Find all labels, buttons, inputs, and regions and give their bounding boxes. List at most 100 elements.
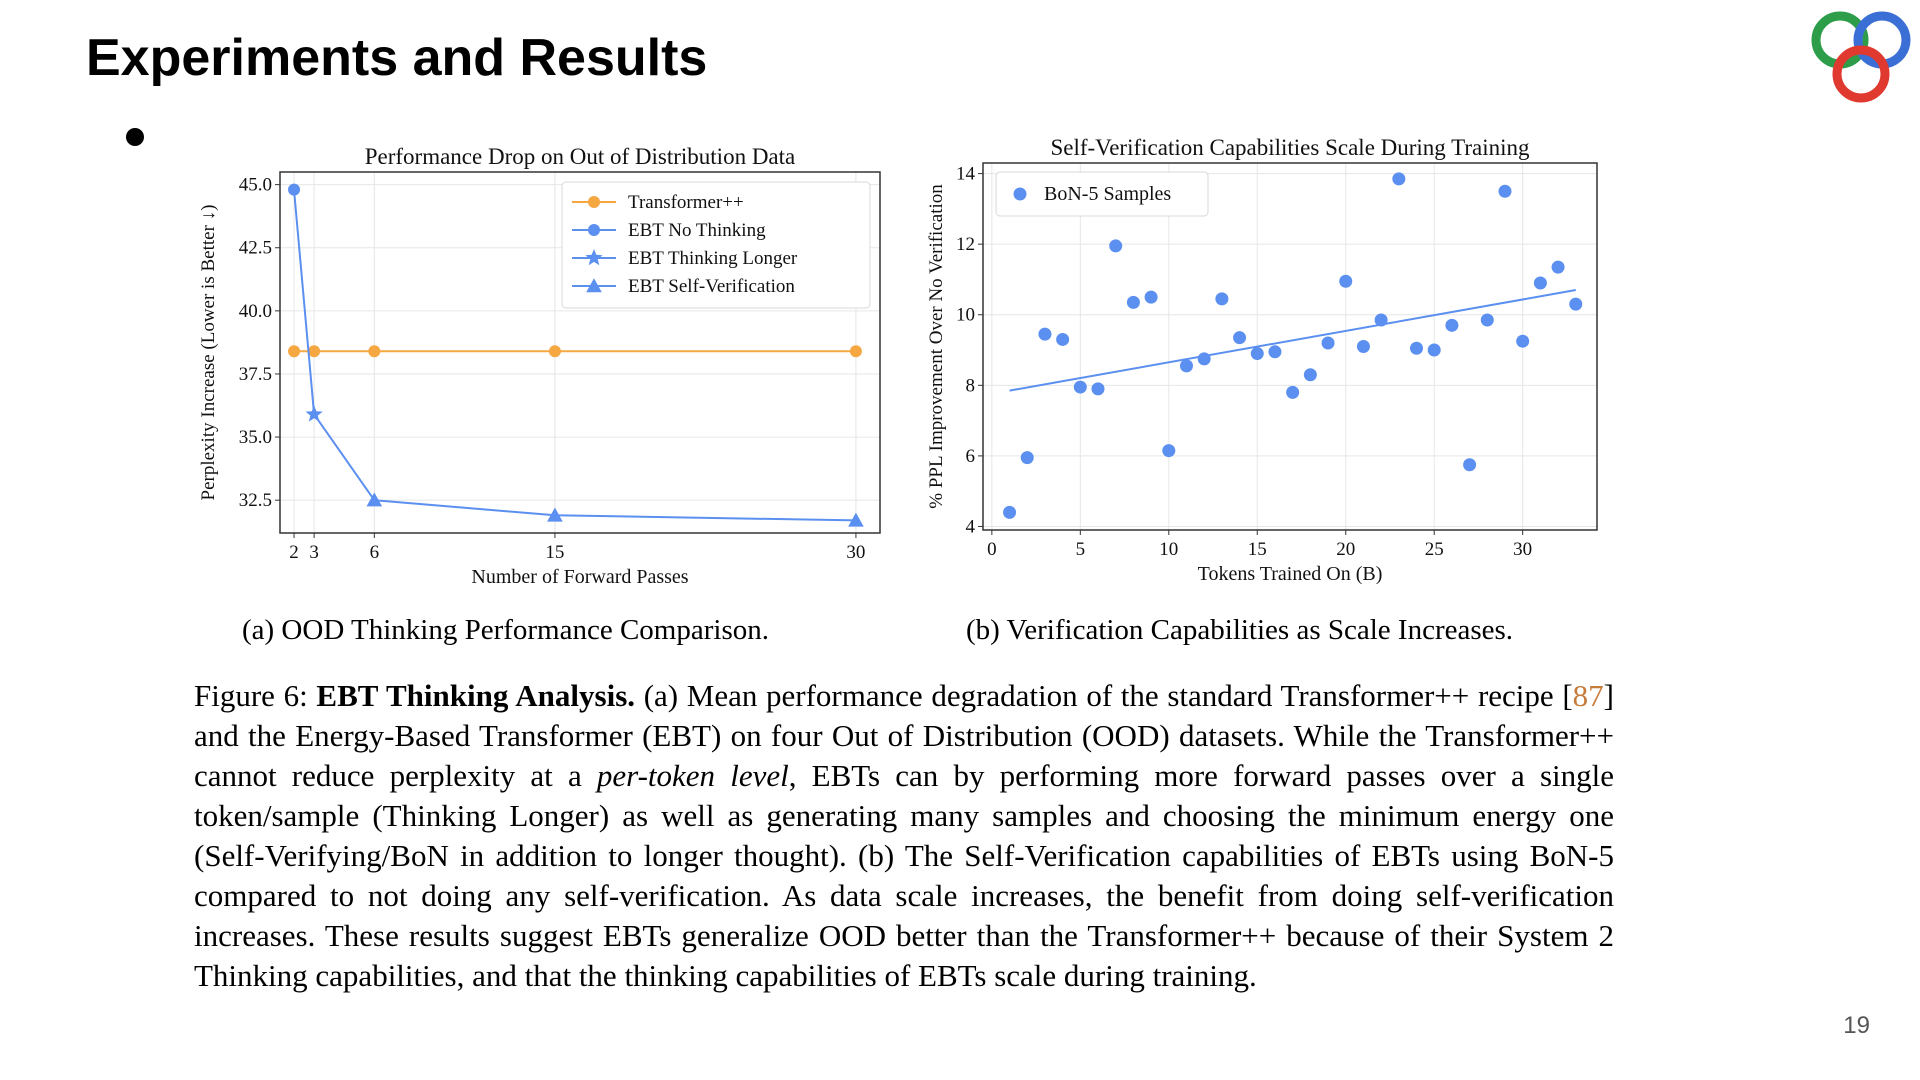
- caption-italic: per-token level: [596, 758, 789, 793]
- x-tick-label: 30: [846, 542, 865, 563]
- nature-society-computation-logo: [1811, 11, 1911, 103]
- legend-marker: [1013, 187, 1027, 201]
- y-tick-label: 45.0: [239, 175, 272, 196]
- legend-label: EBT Self-Verification: [628, 276, 795, 297]
- legend-label: EBT Thinking Longer: [628, 248, 798, 269]
- y-axis-label: % PPL Improvement Over No Verification: [926, 184, 947, 509]
- data-point: [1533, 276, 1547, 290]
- data-point: [1091, 382, 1105, 396]
- legend-label: Transformer++: [628, 192, 744, 213]
- data-point: [1498, 184, 1512, 198]
- x-tick-label: 15: [1248, 539, 1267, 560]
- data-point: [1463, 458, 1477, 472]
- bullet-point: [126, 128, 144, 146]
- y-tick-label: 37.5: [239, 364, 272, 385]
- x-tick-label: 3: [309, 542, 319, 563]
- data-point: [305, 405, 323, 422]
- data-point: [308, 345, 321, 358]
- data-point: [1073, 380, 1087, 394]
- data-point: [288, 183, 301, 196]
- trend-line: [1009, 289, 1576, 392]
- data-point: [368, 345, 381, 358]
- legend-label: EBT No Thinking: [628, 220, 766, 241]
- legend-box: [561, 181, 871, 309]
- y-axis-label: Perplexity Increase (Lower is Better ↓): [198, 205, 219, 501]
- data-point: [1427, 343, 1441, 357]
- x-tick-label: 15: [545, 542, 564, 563]
- caption-text-1: (a) Mean performance degradation of the …: [635, 678, 1573, 713]
- page-number: 19: [1843, 1012, 1870, 1039]
- y-tick-label: 4: [966, 516, 976, 537]
- data-point: [1038, 327, 1052, 341]
- caption-prefix: Figure 6:: [194, 678, 317, 713]
- data-point: [1250, 347, 1264, 361]
- data-point: [1356, 340, 1370, 353]
- data-point: [548, 345, 561, 358]
- citation-link[interactable]: 87: [1572, 678, 1604, 713]
- x-tick-label: 25: [1425, 539, 1444, 560]
- data-point: [1339, 274, 1353, 288]
- data-point: [1215, 292, 1229, 306]
- plot-frame: [982, 162, 1598, 531]
- x-tick-label: 0: [987, 539, 997, 560]
- y-tick-label: 6: [966, 446, 976, 467]
- ood-performance-chart: 2 3 6 15 30 32.5 35.0 37.5 40.0 42.5 45.0 Performan…: [190, 130, 890, 600]
- ood-performance-plot: 2 3 6 15 30 32.5 35.0 37.5 40.0 42.5 45.0 Performan…: [198, 144, 881, 588]
- x-tick-label: 5: [1076, 539, 1086, 560]
- caption-bold-title: EBT Thinking Analysis.: [316, 678, 636, 713]
- chart-title: Performance Drop on Out of Distribution …: [365, 144, 796, 169]
- verification-scale-plot: 0 5 10 15 20 25 30 4 6 8 10 12 14 Self-Verification C…: [926, 135, 1598, 585]
- data-point: [288, 345, 301, 358]
- data-point: [849, 345, 862, 358]
- caption-text-2: ] and the Energy-Based Transformer (EBT)…: [194, 678, 1614, 793]
- data-point: [1268, 345, 1282, 359]
- verification-scale-chart: 0 5 10 15 20 25 30 4 6 8 10 12 14 Self-Verification C…: [920, 130, 1620, 600]
- x-axis-label: Number of Forward Passes: [471, 566, 688, 588]
- data-point: [1126, 295, 1140, 309]
- x-tick-label: 30: [1513, 539, 1532, 560]
- data-point: [1197, 352, 1211, 366]
- data-point: [1392, 172, 1406, 186]
- data-point: [1003, 505, 1017, 519]
- legend-marker: [588, 224, 600, 236]
- x-tick-label: 20: [1336, 539, 1355, 560]
- y-tick-label: 32.5: [239, 490, 272, 511]
- data-point: [1056, 332, 1070, 346]
- x-tick-label: 2: [289, 542, 299, 563]
- data-point: [1162, 444, 1176, 458]
- subcaption-b: (b) Verification Capabilities as Scale I…: [966, 614, 1514, 646]
- data-point: [1233, 331, 1247, 345]
- caption-text-3: , EBTs can by performing more forward pa…: [194, 758, 1614, 993]
- data-point: [1480, 313, 1494, 327]
- data-point: [1569, 297, 1583, 311]
- y-tick-label: 14: [956, 164, 976, 185]
- data-point: [1321, 336, 1335, 350]
- subcaption-a: (a) OOD Thinking Performance Comparison.: [242, 614, 769, 646]
- slide-title: Experiments and Results: [86, 29, 708, 87]
- legend-marker: [586, 278, 602, 293]
- data-point: [1445, 318, 1459, 332]
- data-point: [1179, 359, 1193, 373]
- chart-title: Self-Verification Capabilities Scale Dur…: [1050, 135, 1530, 160]
- y-tick-label: 35.0: [239, 427, 272, 448]
- legend-box: [995, 171, 1209, 217]
- legend-marker: [588, 196, 600, 208]
- plot-frame: [279, 171, 881, 534]
- y-tick-label: 12: [956, 234, 975, 255]
- y-tick-label: 42.5: [239, 238, 272, 259]
- data-point: [547, 507, 563, 522]
- data-point: [1516, 334, 1530, 348]
- figure-caption: Figure 6: EBT Thinking Analysis. (a) Mea…: [194, 676, 1614, 996]
- data-point: [1020, 451, 1034, 465]
- y-tick-label: 10: [956, 305, 975, 326]
- data-point: [366, 492, 383, 507]
- y-tick-label: 8: [966, 375, 976, 396]
- legend-label: BoN-5 Samples: [1044, 183, 1171, 205]
- plot-area: [983, 163, 1597, 530]
- data-point: [848, 512, 864, 527]
- data-point: [1144, 290, 1158, 304]
- y-tick-label: 40.0: [239, 301, 272, 322]
- x-tick-label: 6: [370, 542, 380, 563]
- data-point: [1109, 239, 1123, 253]
- data-point: [1551, 260, 1565, 274]
